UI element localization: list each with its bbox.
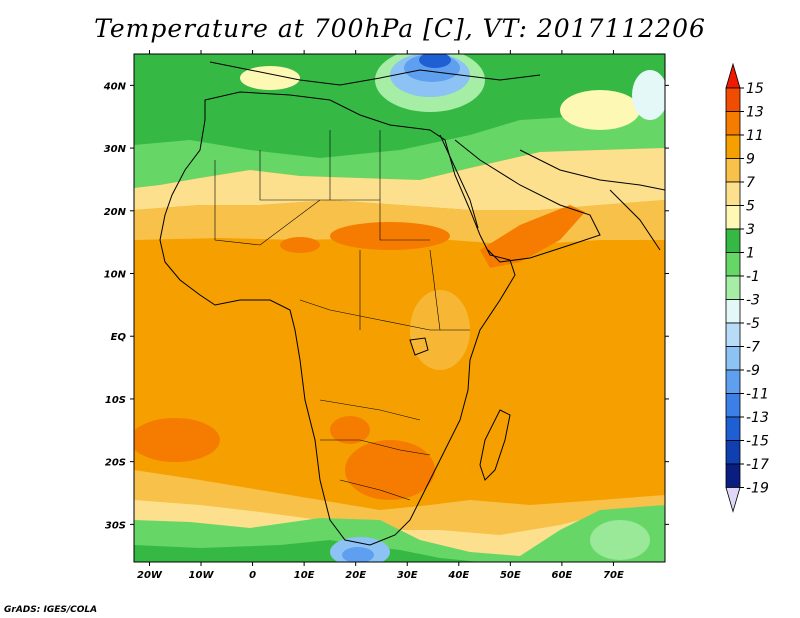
atlantic-warm-patch: [134, 418, 220, 462]
arabian-peninsula: [454, 139, 601, 263]
colorbar-label: 3: [746, 222, 755, 238]
lat-label: 30N: [104, 144, 127, 155]
colorbar-label: 1: [746, 246, 755, 262]
colorbar-label: -17: [746, 457, 769, 473]
colorbar-label: 7: [746, 175, 755, 191]
colorbar-label: 15: [746, 81, 764, 97]
lon-label: 20W: [137, 570, 163, 581]
lon-label: 10W: [189, 570, 215, 581]
colorbar-label: -9: [746, 363, 760, 379]
turkey-coldest-area: [419, 54, 451, 68]
border-line: [319, 399, 421, 421]
colorbar: 15 13 11 9 7 5 3 1 -1 -3 -5 -7 -9 -11 -13 -15 -17 -19: [725, 62, 769, 513]
sahel-warm-patch: [330, 222, 450, 250]
colorbar-swatch: [725, 322, 741, 347]
border-line: [259, 150, 320, 201]
red-sea: [439, 134, 479, 229]
lon-label: 70E: [603, 570, 624, 581]
colorbar-bottom-arrow: [725, 487, 741, 513]
west-warm-patch: [280, 237, 320, 253]
india-coast: [609, 189, 661, 251]
north-yellow-band: [134, 148, 665, 210]
colorbar-label: -15: [746, 434, 769, 450]
lon-label: 10E: [294, 570, 315, 581]
lat-label: 20N: [104, 207, 127, 218]
lat-label: 40N: [103, 81, 127, 92]
lon-label: 40E: [447, 570, 469, 581]
colorbar-swatch: [725, 87, 741, 112]
lon-label: 50E: [500, 570, 521, 581]
madagascar: [479, 409, 511, 481]
lon-label: 0: [249, 570, 256, 581]
colorbar-swatch: [725, 252, 741, 277]
lon-label: 60E: [552, 570, 573, 581]
colorbar-label: -3: [746, 293, 760, 309]
colorbar-label: 11: [746, 128, 764, 144]
colorbar-swatch: [725, 440, 741, 465]
lon-label: 30E: [397, 570, 418, 581]
colorbar-swatch: [725, 228, 741, 253]
colorbar-swatch: [725, 181, 741, 206]
map-title: Temperature at 700hPa [C], VT: 201711220…: [94, 14, 706, 43]
colorbar-label: -19: [746, 481, 769, 497]
colorbar-label: -1: [746, 269, 760, 285]
colorbar-swatch: [725, 111, 741, 136]
iran-light-area: [560, 90, 640, 130]
lat-label: 30S: [105, 520, 126, 531]
colorbar-top-arrow: [725, 62, 741, 89]
iberia-light-area: [240, 66, 300, 90]
colorbar-label: 5: [746, 199, 755, 215]
colorbar-swatch: [725, 346, 741, 371]
lon-label: 20E: [345, 570, 366, 581]
arabia-warm-patch: [480, 205, 585, 268]
lat-label: EQ: [111, 332, 127, 343]
persian-gulf-coast: [519, 149, 665, 191]
border-line: [299, 299, 470, 331]
colorbar-label: -5: [746, 316, 760, 332]
colorbar-swatch: [725, 275, 741, 300]
coastlines: [159, 61, 665, 546]
central-asia-cold-area: [632, 70, 665, 120]
europe-coast: [209, 61, 541, 86]
colorbar-swatch: [725, 463, 741, 488]
south-indian-cool-patch: [590, 520, 650, 560]
temperature-field: [134, 54, 665, 562]
colorbar-label: -11: [746, 387, 769, 403]
border-line: [320, 439, 431, 456]
cape-colder-patch: [342, 547, 374, 562]
colorbar-swatch: [725, 369, 741, 394]
border-line: [429, 249, 441, 331]
country-borders: [214, 130, 470, 501]
colorbar-label: 9: [746, 152, 755, 168]
border-line: [339, 479, 411, 501]
longitude-axis: 20W 10W 0 10E 20E 30E 40E 50E 60E 70E: [137, 50, 624, 581]
southern-africa-warm-patch: [345, 440, 435, 500]
lake-victoria: [409, 337, 429, 356]
colorbar-label: -7: [746, 340, 760, 356]
colorbar-swatch: [725, 393, 741, 418]
colorbar-label: -13: [746, 410, 769, 426]
colorbar-swatch: [725, 299, 741, 324]
colorbar-swatch: [725, 205, 741, 230]
lat-label: 20S: [105, 458, 126, 469]
angola-warm-patch: [330, 416, 370, 444]
map-frame: [133, 53, 666, 563]
colorbar-swatch: [725, 158, 741, 183]
south-green-core: [134, 540, 480, 562]
africa-coastline: [159, 91, 516, 546]
colorbar-label: 13: [746, 105, 764, 121]
lat-label: 10S: [105, 395, 126, 406]
lat-label: 10N: [104, 270, 127, 281]
colorbar-swatch: [725, 416, 741, 441]
credit-text: GrADS: IGES/COLA: [4, 605, 98, 615]
colorbar-swatch: [725, 134, 741, 159]
latitude-axis: 40N 30N 20N 10N EQ 10S 20S 30S: [103, 81, 669, 531]
